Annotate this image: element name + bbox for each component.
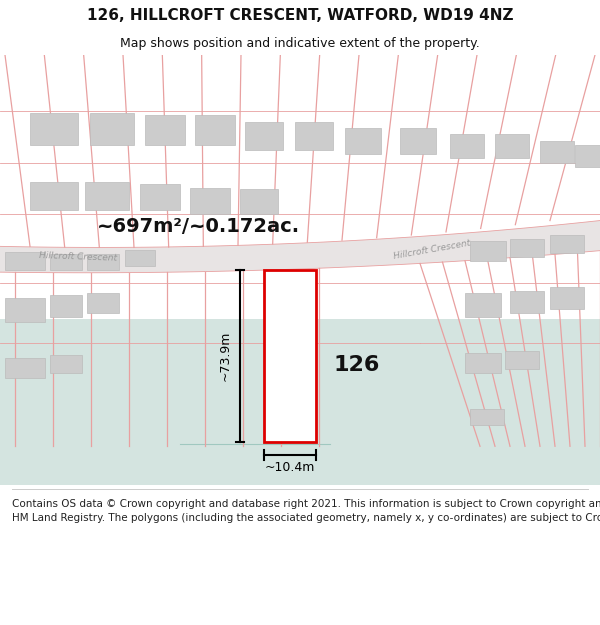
Text: Hillcroft Crescent: Hillcroft Crescent (393, 239, 471, 261)
Text: Hillcroft Crescent: Hillcroft Crescent (39, 251, 117, 263)
Bar (295, 122, 333, 149)
Bar (495, 134, 529, 158)
Bar (5, 252, 45, 270)
Bar (85, 182, 129, 210)
Bar (465, 293, 501, 318)
Bar (345, 128, 381, 154)
Bar (195, 115, 235, 145)
Bar (470, 241, 506, 261)
Bar (550, 235, 584, 252)
Bar (245, 122, 283, 149)
Text: 126, HILLCROFT CRESCENT, WATFORD, WD19 4NZ: 126, HILLCROFT CRESCENT, WATFORD, WD19 4… (87, 8, 513, 23)
Bar (575, 145, 600, 167)
Bar (510, 239, 544, 257)
Bar (87, 254, 119, 270)
Bar (50, 295, 82, 318)
Bar (450, 134, 484, 158)
Bar (50, 254, 82, 270)
Bar (140, 184, 180, 210)
Bar (510, 291, 544, 313)
Polygon shape (0, 319, 600, 485)
Bar (465, 353, 501, 373)
Bar (90, 113, 134, 145)
Text: Map shows position and indicative extent of the property.: Map shows position and indicative extent… (120, 38, 480, 51)
Text: 126: 126 (334, 354, 380, 374)
Bar (30, 113, 78, 145)
Bar (190, 188, 230, 214)
Text: ~73.9m: ~73.9m (218, 331, 232, 381)
Text: Contains OS data © Crown copyright and database right 2021. This information is : Contains OS data © Crown copyright and d… (12, 499, 600, 523)
Polygon shape (0, 221, 600, 272)
Bar (470, 409, 504, 425)
Bar (5, 357, 45, 377)
Text: ~697m²/~0.172ac.: ~697m²/~0.172ac. (97, 217, 299, 236)
Bar (264, 270, 316, 442)
Bar (5, 298, 45, 322)
Bar (30, 182, 78, 210)
Text: ~10.4m: ~10.4m (265, 461, 315, 474)
Bar (240, 189, 278, 214)
Bar (540, 141, 574, 162)
Bar (145, 115, 185, 145)
Bar (550, 287, 584, 309)
Bar (505, 351, 539, 369)
Bar (87, 293, 119, 313)
Bar (125, 250, 155, 266)
Bar (50, 355, 82, 373)
Bar (400, 128, 436, 154)
